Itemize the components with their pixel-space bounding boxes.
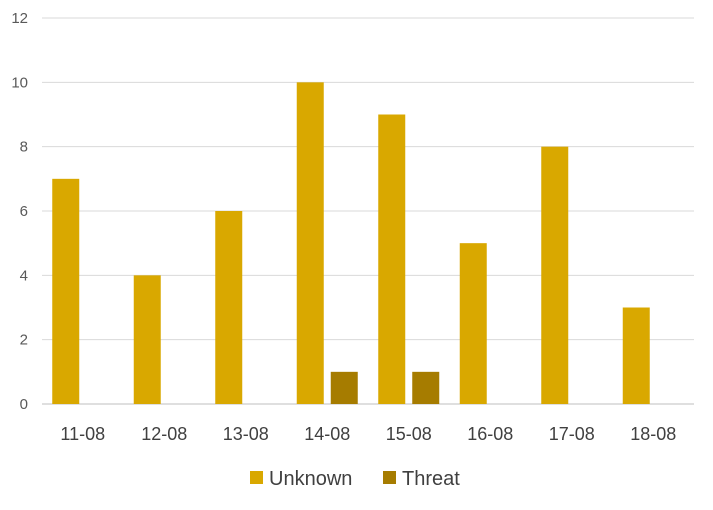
y-tick-label: 8: [20, 139, 28, 156]
bar-threat-14-08: [330, 371, 358, 404]
bar-unknown-16-08: [459, 243, 487, 404]
x-tick-label: 12-08: [141, 424, 187, 444]
bar-unknown-15-08: [378, 114, 406, 404]
bar-unknown-13-08: [215, 211, 243, 404]
y-tick-label: 2: [20, 332, 28, 349]
legend-label-threat: Threat: [402, 468, 460, 490]
legend: Unknown Threat: [250, 468, 460, 490]
y-tick-label: 6: [20, 203, 28, 220]
bar-unknown-18-08: [622, 307, 650, 404]
bars: [52, 82, 650, 404]
legend-swatch-unknown: [250, 471, 263, 484]
bar-unknown-12-08: [133, 275, 161, 404]
bar-threat-15-08: [412, 371, 440, 404]
legend-swatch-threat: [383, 471, 396, 484]
x-tick-label: 13-08: [223, 424, 269, 444]
x-tick-label: 15-08: [386, 424, 432, 444]
x-tick-label: 17-08: [549, 424, 595, 444]
x-axis: 11-08 12-08 13-08 14-08 15-08 16-08 17-08 18-08: [60, 424, 676, 444]
bar-unknown-17-08: [541, 146, 569, 404]
bar-unknown-14-08: [296, 82, 324, 404]
y-tick-label: 10: [11, 74, 28, 91]
y-tick-label: 0: [20, 396, 28, 413]
x-tick-label: 16-08: [467, 424, 513, 444]
y-axis: 0 2 4 6 8 10 12: [11, 10, 28, 413]
x-tick-label: 11-08: [60, 424, 105, 444]
legend-label-unknown: Unknown: [269, 468, 352, 490]
x-tick-label: 14-08: [304, 424, 350, 444]
y-tick-label: 12: [11, 10, 28, 27]
y-tick-label: 4: [20, 267, 28, 284]
bar-unknown-11-08: [52, 178, 80, 404]
x-tick-label: 18-08: [630, 424, 676, 444]
